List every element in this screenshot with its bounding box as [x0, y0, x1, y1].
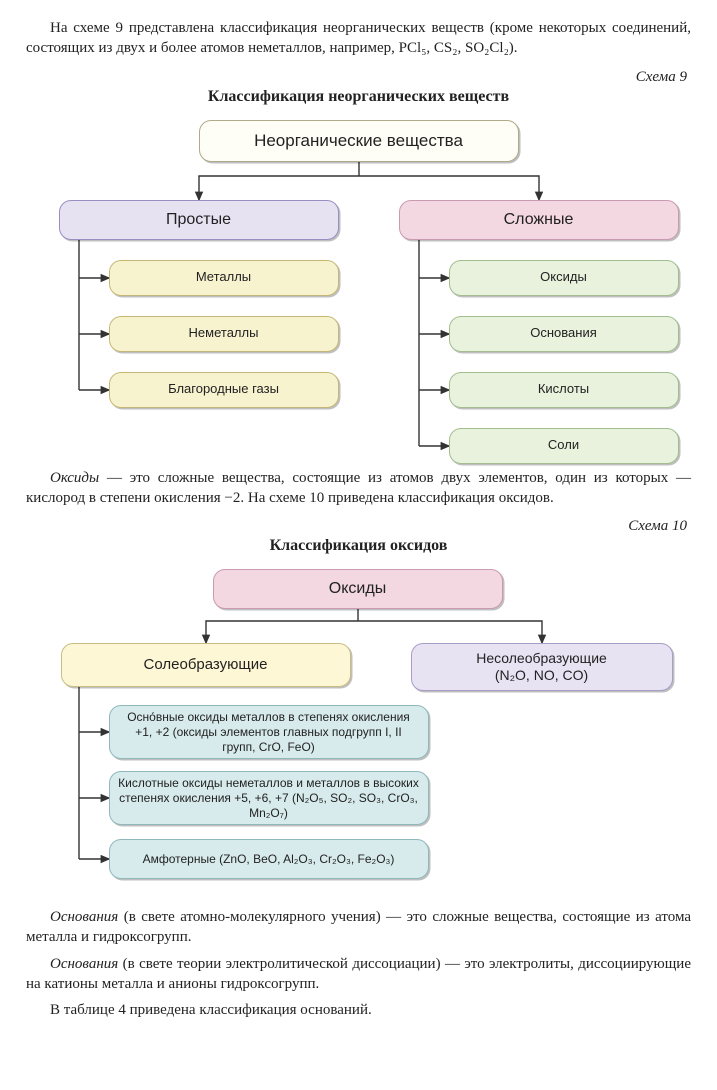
bases-rest-2: (в свете теории электролитической диссоц… [26, 956, 691, 992]
oxides-definition: Оксиды — это сложные вещества, состоящие… [26, 468, 691, 509]
scheme9-complex-item-3: Кислоты [449, 372, 679, 408]
scheme9-title: Классификация неорганических веществ [26, 88, 691, 106]
scheme9-simple-item-1: Металлы [109, 260, 339, 296]
scheme9-diagram: Неорганические вещества Простые Сложные Мет… [29, 114, 689, 454]
table4-ref: В таблице 4 приведена классификация осно… [26, 1000, 691, 1020]
scheme9-simple-item-2: Неметаллы [109, 316, 339, 352]
bases-lead-1: Основания [50, 909, 118, 925]
scheme10-label: Схема 10 [26, 518, 687, 535]
bases-rest-1: (в свете атомно-молекулярного учения) — … [26, 909, 691, 945]
scheme9-label: Схема 9 [26, 69, 687, 86]
scheme10-title: Классификация оксидов [26, 537, 691, 555]
scheme9-complex: Сложные [399, 200, 679, 240]
scheme9-complex-item-4: Соли [449, 428, 679, 464]
scheme9-simple-item-3: Благородные газы [109, 372, 339, 408]
scheme10-diagram: Оксиды Солеобразующие Несолеобразующие(N₂O… [29, 563, 689, 893]
scheme10-non-salt-forming: Несолеобразующие(N₂O, NO, CO) [411, 643, 673, 691]
scheme9-root: Неорганические вещества [199, 120, 519, 162]
scheme10-item-2: Кислотные оксиды неметаллов и металлов в… [109, 771, 429, 825]
scheme10-root: Оксиды [213, 569, 503, 609]
scheme10-salt-forming: Солеобразующие [61, 643, 351, 687]
bases-def-1: Основания (в свете атомно-молекулярного … [26, 907, 691, 948]
page: На схеме 9 представлена классификация не… [0, 0, 717, 1046]
oxides-word: Оксиды [50, 470, 99, 486]
intro-paragraph: На схеме 9 представлена классификация не… [26, 18, 691, 59]
scheme9-complex-item-2: Основания [449, 316, 679, 352]
scheme9-simple: Простые [59, 200, 339, 240]
scheme10-item-3: Амфотерные (ZnO, BeO, Al₂O₃, Cr₂O₃, Fe₂O… [109, 839, 429, 879]
bases-lead-2: Основания [50, 956, 118, 972]
bases-def-2: Основания (в свете теории электролитичес… [26, 954, 691, 995]
scheme10-item-1: Осно́вные оксиды металлов в степенях оки… [109, 705, 429, 759]
scheme9-complex-item-1: Оксиды [449, 260, 679, 296]
